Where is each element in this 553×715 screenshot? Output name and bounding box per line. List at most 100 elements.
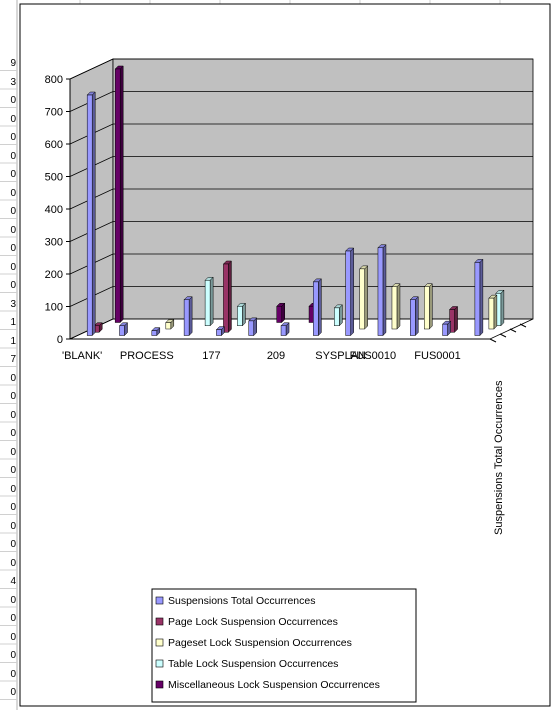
legend-entry: Miscellaneous Lock Suspension Occurrence…	[168, 679, 380, 691]
x-tick-label: PROCESS	[120, 350, 174, 362]
bar-front	[377, 247, 384, 336]
bar[interactable]	[114, 65, 124, 324]
bar-front	[345, 250, 351, 336]
row-number: 0	[10, 465, 16, 476]
bar-front	[248, 320, 254, 336]
bar[interactable]	[377, 244, 387, 337]
floor	[69, 318, 534, 340]
bar-front	[280, 325, 287, 336]
bar-front	[223, 263, 229, 333]
bar-front	[237, 305, 243, 326]
row-number: 0	[10, 113, 16, 125]
row-number: 0	[10, 261, 16, 273]
legend-swatch	[155, 596, 164, 605]
row-number: 0	[10, 391, 16, 402]
row-number: 0	[10, 557, 16, 569]
bar-side	[493, 294, 498, 330]
row-number: 0	[10, 631, 16, 643]
row-number: 0	[10, 446, 16, 458]
bar[interactable]	[359, 265, 369, 330]
bar[interactable]	[151, 327, 161, 337]
bar[interactable]	[165, 318, 175, 330]
row-number: 0	[10, 187, 16, 199]
bar[interactable]	[280, 322, 290, 337]
row-number: 0	[10, 502, 16, 513]
bar[interactable]	[345, 247, 355, 337]
depth-tick-mark	[519, 323, 527, 328]
bar-side	[479, 258, 484, 337]
legend-entry: Suspensions Total Occurrences	[168, 595, 315, 607]
bar[interactable]	[495, 289, 505, 327]
row-number: 0	[10, 243, 16, 254]
bar-front	[474, 262, 481, 336]
bar[interactable]	[474, 258, 484, 337]
x-tick-label: 177	[202, 350, 220, 362]
row-number: 0	[10, 483, 16, 495]
bar[interactable]	[118, 322, 129, 337]
bar-front	[151, 330, 158, 336]
row-number: 1	[10, 335, 16, 347]
bar[interactable]	[488, 294, 498, 330]
row-number: 3	[10, 76, 16, 88]
bar[interactable]	[333, 304, 343, 327]
row-number: 0	[10, 650, 16, 661]
bar[interactable]	[215, 326, 226, 337]
row-number: 3	[10, 298, 16, 310]
legend-swatch	[155, 617, 164, 626]
legend-swatch	[155, 659, 164, 668]
bar-side	[188, 296, 193, 337]
bar-front	[86, 94, 93, 336]
bar-side	[350, 247, 354, 337]
bar[interactable]	[93, 322, 103, 333]
bar[interactable]	[312, 278, 322, 337]
row-number: 0	[10, 95, 16, 106]
gridline	[69, 58, 533, 80]
depth-tick-mark	[499, 333, 507, 338]
legend-entry: Page Lock Suspension Occurrences	[168, 616, 338, 628]
legend[interactable]: Suspensions Total Occurrences Page Lock S…	[151, 588, 417, 703]
bar[interactable]	[276, 302, 286, 324]
bar-side	[209, 276, 214, 327]
y-tick-label: 100	[45, 302, 63, 314]
y-tick-label: 600	[45, 139, 63, 151]
bar-side	[91, 91, 96, 337]
bar[interactable]	[391, 283, 401, 330]
bar[interactable]	[248, 317, 258, 337]
row-number: 1	[10, 317, 16, 328]
bar[interactable]	[236, 302, 247, 327]
bar[interactable]	[183, 296, 193, 337]
bar[interactable]	[204, 276, 214, 327]
bar-side	[242, 302, 246, 327]
bar[interactable]	[409, 296, 419, 337]
row-number: 0	[10, 224, 16, 236]
row-number: 0	[10, 372, 16, 384]
row-number: 7	[10, 354, 16, 365]
bar[interactable]	[423, 283, 433, 330]
bar[interactable]	[441, 320, 452, 337]
bar[interactable]	[222, 260, 233, 333]
depth-axis-label: Suspensions Total Occurrences	[493, 380, 505, 535]
bar-side	[119, 65, 124, 324]
bar-side	[318, 278, 322, 337]
bar-front	[410, 299, 416, 336]
bar-front	[488, 297, 495, 330]
row-number: 0	[10, 132, 16, 143]
bar-front	[424, 286, 430, 330]
x-tick-label: FUS0001	[414, 350, 460, 362]
row-number: 9	[10, 58, 16, 69]
gridline	[69, 91, 533, 112]
bar[interactable]	[86, 91, 96, 337]
bar[interactable]	[448, 305, 459, 333]
bar-side	[429, 283, 433, 330]
legend-swatch	[155, 638, 164, 647]
bar-front	[204, 279, 211, 326]
legend-entry: Table Lock Suspension Occurrences	[168, 658, 338, 670]
bar-side	[454, 305, 458, 333]
bar-front	[442, 323, 448, 336]
y-tick-label: 200	[45, 269, 63, 281]
row-number: 0	[10, 280, 16, 291]
gridline	[69, 123, 533, 145]
